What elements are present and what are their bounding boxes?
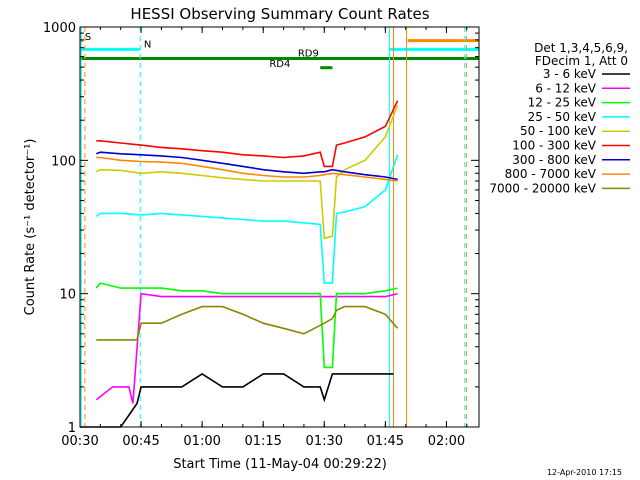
series-line-4 — [95, 154, 399, 284]
x-tick-label: 00:45 — [122, 434, 159, 449]
y-axis-label: Count Rate (s⁻¹ detector⁻¹) — [23, 139, 38, 316]
y-tick-label: 100 — [51, 154, 76, 169]
legend-header: FDecim 1, Att 0 — [535, 54, 628, 68]
x-axis-label: Start Time (11-May-04 00:29:22) — [173, 457, 387, 472]
legend-entry-label: 800 - 7000 keV — [505, 167, 597, 181]
annotation-label: S — [85, 32, 91, 43]
legend-entry-label: 12 - 25 keV — [528, 96, 597, 110]
legend-entry-label: 50 - 100 keV — [520, 124, 597, 138]
series-line-3 — [95, 282, 398, 369]
y-tick-label: 1000 — [43, 21, 76, 36]
plot-frame — [79, 26, 480, 428]
x-tick-label: 01:30 — [306, 434, 343, 449]
series-line-8 — [96, 156, 398, 182]
series-line-5 — [95, 104, 399, 240]
legend-entry-label: 3 - 6 keV — [543, 67, 597, 81]
chart-title: HESSI Observing Summary Count Rates — [130, 5, 429, 23]
legend-entry-label: 25 - 50 keV — [528, 110, 597, 124]
flag-bars — [80, 39, 479, 70]
annotation-label: N — [144, 40, 151, 51]
legend: Det 1,3,4,5,6,9,FDecim 1, Att 03 - 6 keV… — [489, 41, 630, 195]
x-tick-label: 01:00 — [183, 434, 220, 449]
x-tick-label: 00:30 — [61, 434, 98, 449]
series-line-7 — [96, 151, 398, 181]
axes: 00:30 00:45 01:00 01:15 01:30 01:45 02:00 1 10 10… — [43, 21, 479, 449]
y-tick-label: 10 — [59, 288, 76, 303]
vertical-markers — [80, 27, 467, 427]
annotation-label: RD9 — [298, 49, 319, 60]
y-tick-label: 1 — [68, 421, 76, 436]
legend-entry-label: 7000 - 20000 keV — [489, 181, 596, 195]
legend-entry-label: 300 - 800 keV — [512, 153, 596, 167]
series-line-6 — [96, 100, 399, 168]
annotations: S N RD9 RD4 — [85, 32, 319, 70]
legend-entry-label: 6 - 12 keV — [535, 81, 597, 95]
series-line-9 — [96, 305, 399, 341]
series-lines — [80, 100, 399, 428]
series-line-1 — [80, 372, 394, 428]
x-tick-label: 01:15 — [244, 434, 281, 449]
legend-header: Det 1,3,4,5,6,9, — [534, 41, 628, 55]
annotation-label: RD4 — [269, 59, 290, 70]
footer-date: 12-Apr-2010 17:15 — [547, 468, 622, 477]
x-tick-label: 01:45 — [367, 434, 404, 449]
series-line-2 — [95, 292, 398, 404]
legend-entry-label: 100 - 300 keV — [512, 139, 596, 153]
x-tick-label: 02:00 — [428, 434, 465, 449]
